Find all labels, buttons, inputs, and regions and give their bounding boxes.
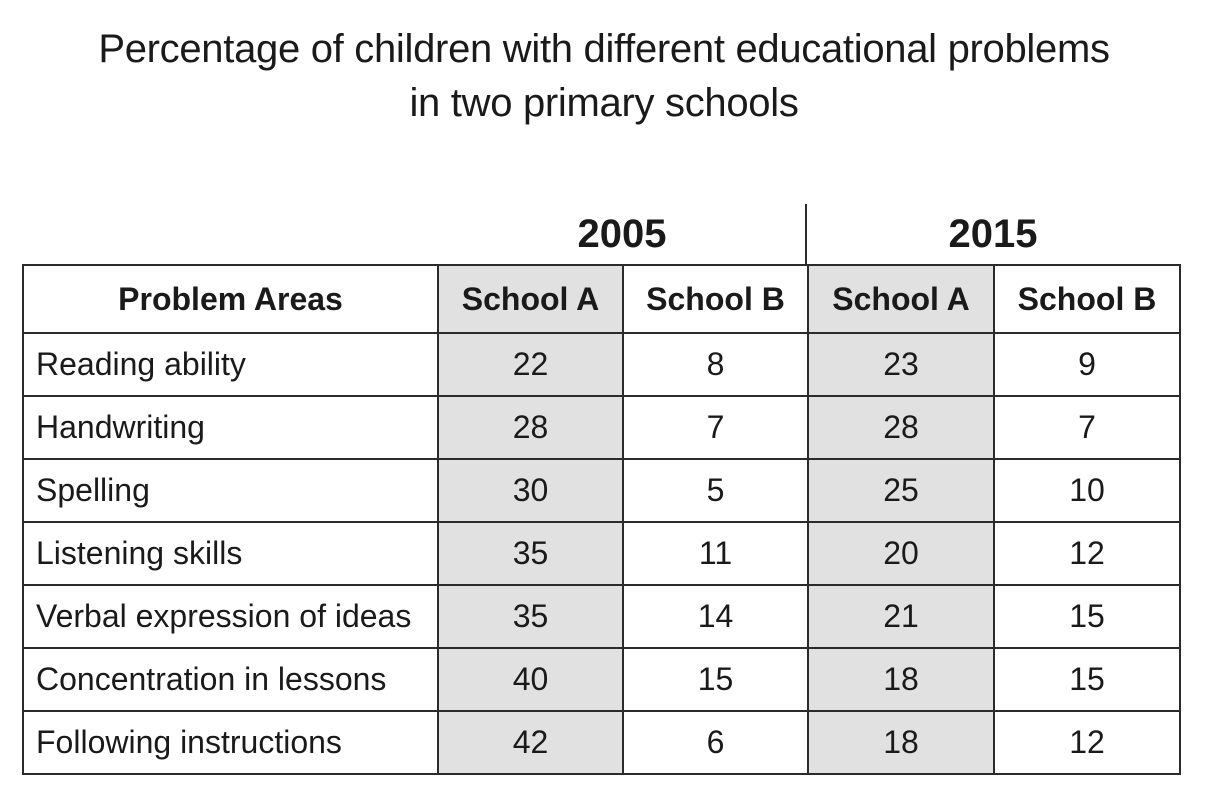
cell-2005-school-b: 14 bbox=[622, 584, 809, 649]
cell-2005-school-b: 6 bbox=[622, 710, 809, 775]
chart-title: Percentage of children with different ed… bbox=[0, 22, 1208, 130]
cell-2005-school-a: 42 bbox=[437, 710, 624, 775]
cell-2015-school-a: 18 bbox=[807, 710, 995, 775]
data-table: Problem Areas School A School B School A… bbox=[22, 264, 1181, 775]
cell-2015-school-a: 20 bbox=[807, 521, 995, 586]
table-row: Handwriting 28 7 28 7 bbox=[22, 395, 1181, 460]
cell-2015-school-a: 25 bbox=[807, 458, 995, 523]
chart-title-line-1: Percentage of children with different ed… bbox=[98, 27, 1110, 71]
cell-2015-school-b: 10 bbox=[993, 458, 1181, 523]
header-2005-school-a: School A bbox=[437, 264, 624, 334]
cell-2005-school-b: 11 bbox=[622, 521, 809, 586]
year-divider bbox=[805, 204, 807, 266]
cell-2015-school-b: 12 bbox=[993, 521, 1181, 586]
cell-2015-school-a: 28 bbox=[807, 395, 995, 460]
cell-problem-area: Verbal expression of ideas bbox=[22, 584, 439, 649]
cell-2005-school-a: 22 bbox=[437, 332, 624, 397]
cell-2015-school-b: 15 bbox=[993, 647, 1181, 712]
cell-2005-school-a: 35 bbox=[437, 521, 624, 586]
cell-2005-school-b: 15 bbox=[622, 647, 809, 712]
table-body: Reading ability 22 8 23 9 Handwriting 28 7 28 7 Sp… bbox=[22, 332, 1181, 775]
cell-2005-school-b: 7 bbox=[622, 395, 809, 460]
header-problem-areas: Problem Areas bbox=[22, 264, 439, 334]
cell-2015-school-b: 12 bbox=[993, 710, 1181, 775]
cell-2015-school-b: 9 bbox=[993, 332, 1181, 397]
cell-2015-school-a: 23 bbox=[807, 332, 995, 397]
cell-problem-area: Listening skills bbox=[22, 521, 439, 586]
cell-2005-school-a: 30 bbox=[437, 458, 624, 523]
cell-2005-school-a: 28 bbox=[437, 395, 624, 460]
cell-problem-area: Concentration in lessons bbox=[22, 647, 439, 712]
year-label-2005: 2005 bbox=[577, 212, 667, 256]
header-row: Problem Areas School A School B School A… bbox=[22, 264, 1181, 334]
table-row: Concentration in lessons 40 15 18 15 bbox=[22, 647, 1181, 712]
table-row: Listening skills 35 11 20 12 bbox=[22, 521, 1181, 586]
header-2005-school-b: School B bbox=[622, 264, 809, 334]
table-row: Spelling 30 5 25 10 bbox=[22, 458, 1181, 523]
cell-2015-school-a: 21 bbox=[807, 584, 995, 649]
cell-2005-school-a: 35 bbox=[437, 584, 624, 649]
cell-problem-area: Following instructions bbox=[22, 710, 439, 775]
cell-problem-area: Reading ability bbox=[22, 332, 439, 397]
cell-2005-school-b: 8 bbox=[622, 332, 809, 397]
header-2015-school-a: School A bbox=[807, 264, 995, 334]
chart-title-line-2: in two primary schools bbox=[409, 81, 799, 125]
cell-2015-school-b: 7 bbox=[993, 395, 1181, 460]
cell-2005-school-b: 5 bbox=[622, 458, 809, 523]
cell-problem-area: Handwriting bbox=[22, 395, 439, 460]
cell-2015-school-b: 15 bbox=[993, 584, 1181, 649]
table-row: Following instructions 42 6 18 12 bbox=[22, 710, 1181, 775]
table-row: Reading ability 22 8 23 9 bbox=[22, 332, 1181, 397]
cell-2015-school-a: 18 bbox=[807, 647, 995, 712]
year-label-2015: 2015 bbox=[948, 212, 1038, 256]
cell-problem-area: Spelling bbox=[22, 458, 439, 523]
table-row: Verbal expression of ideas 35 14 21 15 bbox=[22, 584, 1181, 649]
header-2015-school-b: School B bbox=[993, 264, 1181, 334]
cell-2005-school-a: 40 bbox=[437, 647, 624, 712]
